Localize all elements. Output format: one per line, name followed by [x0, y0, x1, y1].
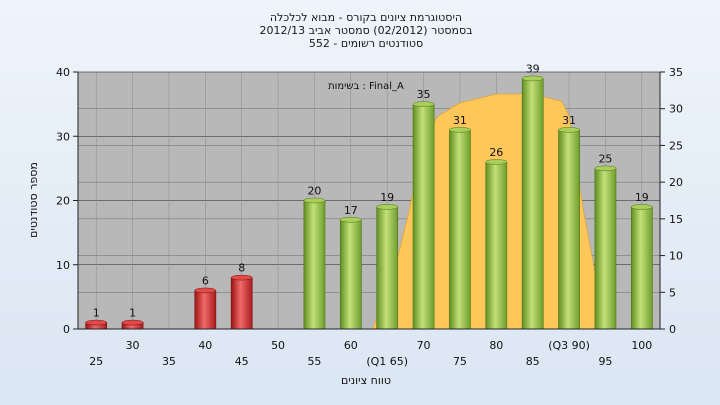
x-tick-label: 30 [126, 339, 140, 352]
x-tick-label: 95 [598, 355, 612, 368]
y-tick-label-left: 20 [56, 195, 70, 208]
bar-top [85, 319, 107, 326]
x-tick-label: 100 [631, 339, 652, 352]
y-tick-label-right: 35 [669, 66, 683, 79]
bar [485, 161, 508, 330]
x-tick-label: (Q1 65) [366, 355, 408, 368]
bar-top [121, 319, 144, 326]
bar [303, 200, 326, 330]
bar-top [194, 287, 217, 294]
bar-top [631, 204, 653, 210]
chart-title: היסטוגרמת ציונים בקורס - מבוא לכלכלה בסמ… [259, 11, 472, 50]
x-tick-label: 40 [198, 339, 212, 352]
x-tick-label: 60 [344, 339, 358, 352]
data-label: 17 [344, 204, 358, 217]
x-tick-label: 75 [453, 355, 467, 368]
x-tick-label: 85 [526, 355, 540, 368]
x-tick-label: (Q3 90) [548, 339, 590, 352]
x-tick-label: 25 [89, 355, 103, 368]
bar [339, 219, 362, 330]
y-tick-label-right: 0 [669, 323, 676, 336]
x-tick-label: 80 [489, 339, 503, 352]
x-tick-label: 35 [162, 355, 176, 368]
bar [412, 103, 435, 330]
chart-title-line-3: סטודנטים רשומים - 552 [309, 37, 423, 50]
y-tick-label-left: 30 [56, 130, 70, 143]
data-label: 31 [562, 114, 576, 127]
y-tick-label-left: 10 [56, 259, 70, 272]
data-label: 8 [238, 262, 245, 275]
bars-group: 1 1 6 8 20 17 19 35 31 26 39 31 25 19 [85, 62, 653, 330]
bar-top [521, 75, 544, 82]
data-label: 1 [93, 307, 100, 320]
bar-top [376, 204, 398, 210]
y-tick-label-right: 15 [669, 213, 683, 226]
x-tick-label: 45 [235, 355, 249, 368]
chart-title-line-1: היסטוגרמת ציונים בקורס - מבוא לכלכלה [270, 11, 462, 24]
data-label: 1 [129, 307, 136, 320]
data-label: 25 [598, 152, 612, 165]
y-axis-label: מספר סטודנטים [27, 162, 40, 238]
x-tick-label: 55 [307, 355, 321, 368]
chart-title-line-2: בסמסטר (02/2012) סמסטר אביב 2012/13 [259, 24, 472, 37]
x-axis-label: טווח ציונים [341, 374, 391, 387]
axes: 0 10 20 30 40 0 5 10 15 20 25 30 35 25 30 35 40 45 50 55 60 (… [56, 66, 683, 368]
data-label: 26 [489, 146, 503, 159]
bar-top [449, 127, 471, 133]
data-label: 39 [526, 62, 540, 75]
y-tick-label-right: 20 [669, 176, 683, 189]
data-label: 19 [380, 191, 394, 204]
data-label: 19 [635, 191, 649, 204]
bar-top [230, 274, 253, 281]
data-label: 35 [417, 88, 431, 101]
bar [630, 206, 653, 330]
bar-top [412, 101, 435, 107]
y-tick-label-right: 30 [669, 103, 683, 116]
y-tick-label-right: 10 [669, 250, 683, 263]
bar-top [594, 165, 617, 172]
bar [230, 277, 253, 330]
bar [449, 129, 471, 330]
y-tick-label-left: 0 [63, 323, 70, 336]
bar-top [485, 159, 508, 165]
bar [521, 78, 544, 330]
y-tick-label-right: 5 [669, 286, 676, 299]
y-tick-label-left: 40 [56, 66, 70, 79]
data-label: 6 [202, 274, 209, 287]
bar [594, 168, 617, 330]
data-label: 31 [453, 114, 467, 127]
bar [558, 129, 580, 330]
y-tick-label-right: 25 [669, 139, 683, 152]
x-tick-label: 70 [417, 339, 431, 352]
data-label: 20 [307, 185, 321, 198]
bar-top [303, 197, 326, 204]
chart-annotation: בשימות : Final_A [328, 81, 404, 92]
bar [376, 206, 399, 330]
bar [194, 290, 217, 330]
x-tick-label: 50 [271, 339, 285, 352]
bar-top [340, 217, 362, 223]
bar-top [558, 127, 580, 133]
